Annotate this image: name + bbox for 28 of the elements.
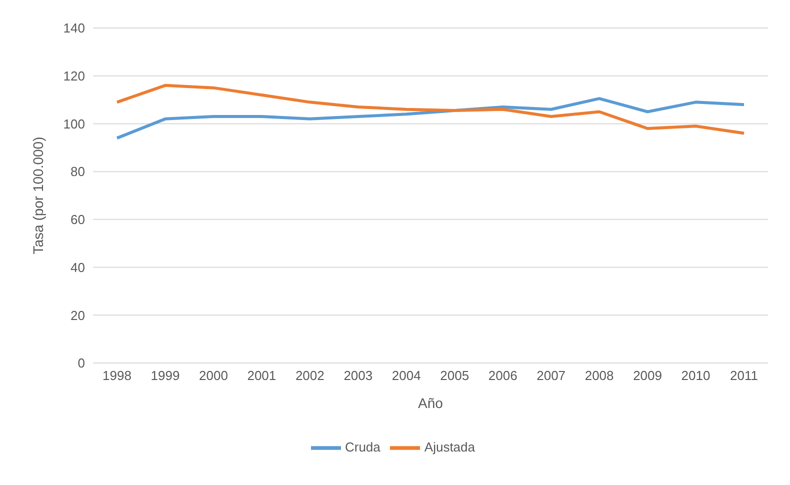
y-tick-label: 80 xyxy=(70,164,85,180)
y-tick-label: 140 xyxy=(63,20,85,36)
legend-label: Ajustada xyxy=(424,439,475,454)
x-tick-label: 2009 xyxy=(633,368,662,384)
line-series xyxy=(116,97,746,140)
y-tick-label: 120 xyxy=(63,68,85,84)
x-axis-title: Año xyxy=(418,395,444,411)
y-tick-label: 0 xyxy=(78,356,85,371)
x-tick-label: 2002 xyxy=(295,368,324,384)
x-tick-label: 2000 xyxy=(199,368,228,384)
x-tick-label: 1998 xyxy=(102,368,132,384)
y-axis-title: Tasa (por 100.000) xyxy=(30,136,46,254)
x-tick-label: 2007 xyxy=(536,368,566,384)
x-tick-label: 2005 xyxy=(440,368,470,384)
y-tick-label: 20 xyxy=(70,308,85,323)
x-tick-label: 2008 xyxy=(584,368,614,384)
x-tick-label: 2001 xyxy=(247,368,276,384)
y-tick-label: 100 xyxy=(63,116,85,132)
y-tick-label: 60 xyxy=(70,212,85,228)
x-tick-label: 2004 xyxy=(392,368,421,384)
x-tick-label: 2011 xyxy=(730,368,758,384)
legend-label: Cruda xyxy=(344,439,380,454)
x-tick-label: 2010 xyxy=(681,368,710,384)
x-tick-label: 2006 xyxy=(488,368,518,384)
x-tick-label: 2003 xyxy=(344,368,373,384)
line-series xyxy=(116,84,746,135)
y-tick-label: 40 xyxy=(70,260,85,275)
x-tick-label: 1999 xyxy=(150,368,180,384)
